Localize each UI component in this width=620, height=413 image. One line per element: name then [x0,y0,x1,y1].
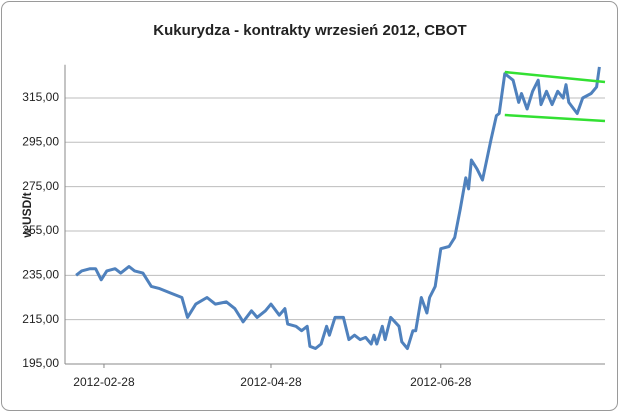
y-tick-label: 235,00 [22,267,59,281]
y-tick-label: 215,00 [22,312,59,326]
y-tick-label: 315,00 [22,90,59,104]
y-tick-label: 295,00 [22,134,59,148]
y-axis-label: w USD/t [20,192,34,238]
trend-line [504,113,606,123]
x-tick-label: 2012-04-28 [240,375,302,389]
y-tick-label: 255,00 [22,223,59,237]
x-tick-label: 2012-06-28 [410,375,472,389]
trend-line [504,70,606,84]
y-tick-label: 275,00 [22,179,59,193]
x-tick-label: 2012-02-28 [73,375,135,389]
chart-title: Kukurydza - kontrakty wrzesień 2012, CBO… [153,22,466,39]
price-line [75,66,601,350]
y-tick-label: 195,00 [22,356,59,370]
